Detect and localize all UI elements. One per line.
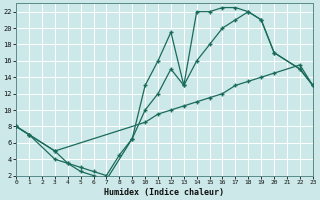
X-axis label: Humidex (Indice chaleur): Humidex (Indice chaleur) bbox=[104, 188, 224, 197]
